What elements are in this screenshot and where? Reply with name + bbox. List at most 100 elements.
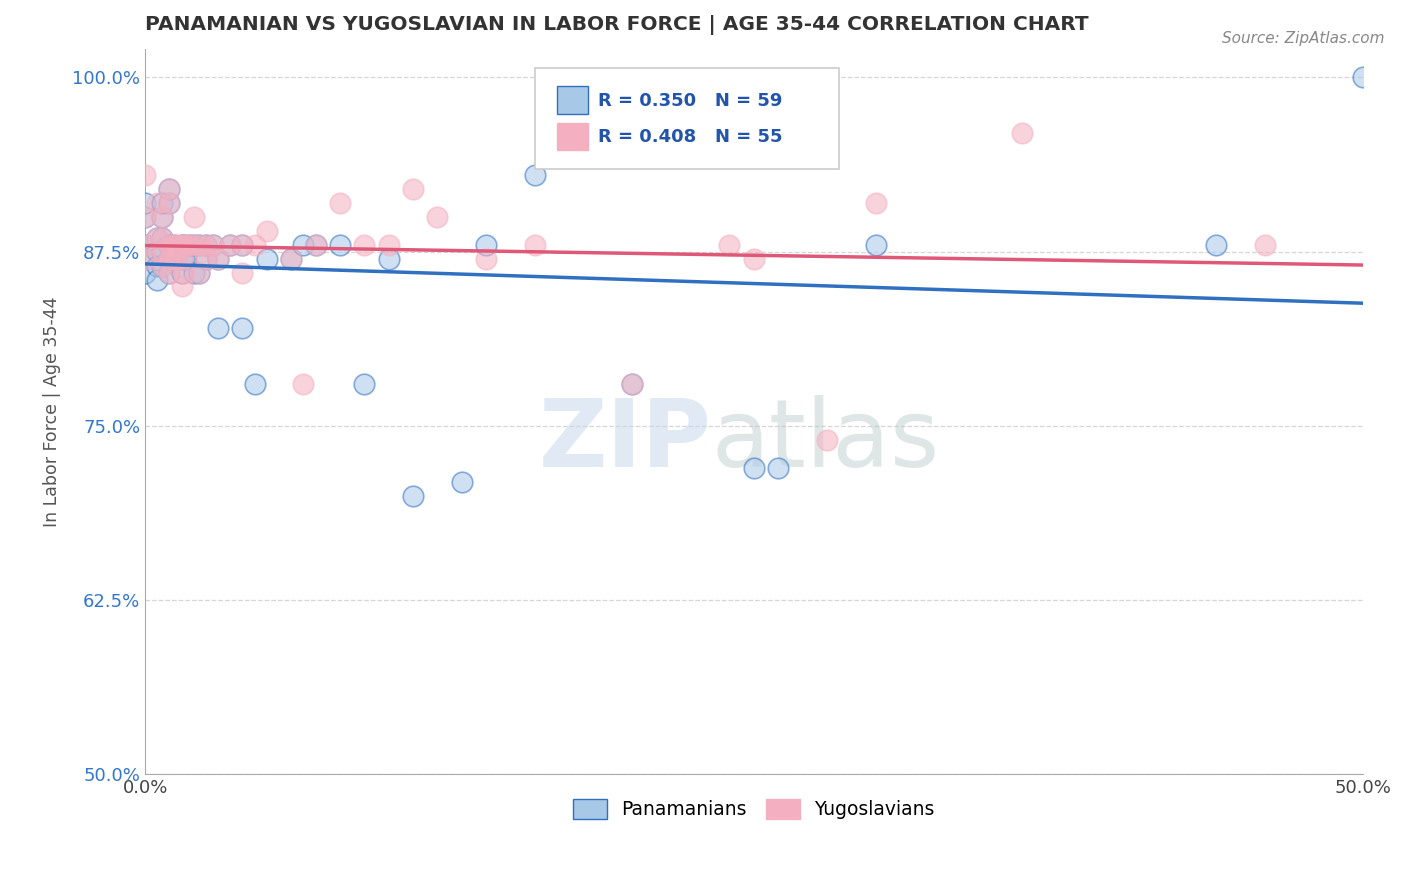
Point: [150, 259, 173, 273]
Point: [377, 237, 399, 252]
Point: [166, 252, 188, 266]
Point: [475, 237, 498, 252]
Y-axis label: In Labor Force | Age 35-44: In Labor Force | Age 35-44: [44, 297, 60, 527]
Point: [194, 252, 217, 266]
Point: [159, 237, 181, 252]
Point: [231, 237, 253, 252]
Point: [163, 237, 186, 252]
Point: [280, 252, 302, 266]
Point: [1011, 126, 1033, 140]
Point: [134, 168, 156, 182]
Point: [146, 259, 169, 273]
Point: [231, 237, 253, 252]
Point: [219, 237, 242, 252]
Point: [402, 182, 425, 196]
Point: [865, 237, 887, 252]
Point: [146, 195, 169, 210]
Point: [621, 377, 644, 392]
Point: [742, 252, 765, 266]
Point: [170, 237, 193, 252]
Text: Source: ZipAtlas.com: Source: ZipAtlas.com: [1222, 31, 1385, 46]
Point: [256, 252, 278, 266]
Legend: Panamanians, Yugoslavians: Panamanians, Yugoslavians: [565, 791, 942, 827]
Point: [150, 244, 173, 259]
Point: [621, 377, 644, 392]
Point: [194, 237, 217, 252]
Point: [402, 489, 425, 503]
Point: [150, 210, 173, 224]
Point: [194, 252, 217, 266]
Point: [523, 237, 546, 252]
Text: R = 0.408   N = 55: R = 0.408 N = 55: [598, 128, 783, 146]
Point: [159, 266, 181, 280]
Point: [159, 252, 181, 266]
Point: [134, 266, 156, 280]
Point: [173, 252, 195, 266]
Point: [304, 237, 326, 252]
Point: [207, 321, 229, 335]
Point: [231, 321, 253, 335]
Text: PANAMANIAN VS YUGOSLAVIAN IN LABOR FORCE | AGE 35-44 CORRELATION CHART: PANAMANIAN VS YUGOSLAVIAN IN LABOR FORCE…: [145, 15, 1088, 35]
Text: atlas: atlas: [711, 395, 939, 487]
Point: [329, 195, 352, 210]
Point: [742, 460, 765, 475]
Point: [159, 195, 181, 210]
Point: [177, 237, 200, 252]
Point: [134, 195, 156, 210]
Point: [150, 210, 173, 224]
Point: [207, 252, 229, 266]
Point: [194, 237, 217, 252]
Point: [146, 230, 169, 244]
Point: [256, 224, 278, 238]
Point: [150, 230, 173, 244]
Point: [163, 252, 186, 266]
Point: [150, 244, 173, 259]
Point: [150, 259, 173, 273]
Point: [183, 210, 205, 224]
Text: R = 0.350   N = 59: R = 0.350 N = 59: [598, 92, 782, 110]
Point: [187, 237, 209, 252]
Point: [475, 252, 498, 266]
Point: [766, 460, 789, 475]
Point: [146, 272, 169, 286]
Point: [815, 433, 838, 447]
Point: [146, 230, 169, 244]
Point: [134, 237, 156, 252]
Point: [134, 210, 156, 224]
Point: [304, 237, 326, 252]
Point: [523, 168, 546, 182]
Point: [1254, 237, 1277, 252]
Point: [292, 377, 315, 392]
Point: [280, 252, 302, 266]
Point: [166, 252, 188, 266]
FancyBboxPatch shape: [557, 87, 588, 114]
Point: [146, 244, 169, 259]
Point: [170, 252, 193, 266]
FancyBboxPatch shape: [557, 123, 588, 150]
Point: [173, 237, 195, 252]
Point: [231, 266, 253, 280]
Point: [353, 237, 375, 252]
Point: [1205, 237, 1227, 252]
Point: [159, 266, 181, 280]
Point: [187, 266, 209, 280]
Point: [183, 237, 205, 252]
Point: [243, 377, 266, 392]
Point: [170, 237, 193, 252]
Point: [173, 237, 195, 252]
Point: [134, 210, 156, 224]
Point: [159, 195, 181, 210]
Point: [170, 266, 193, 280]
Point: [159, 252, 181, 266]
Point: [219, 237, 242, 252]
Point: [166, 237, 188, 252]
Point: [718, 237, 741, 252]
Point: [207, 252, 229, 266]
Point: [353, 377, 375, 392]
Point: [150, 230, 173, 244]
Point: [187, 237, 209, 252]
Point: [1351, 70, 1374, 85]
Point: [377, 252, 399, 266]
FancyBboxPatch shape: [534, 68, 839, 169]
Point: [134, 252, 156, 266]
